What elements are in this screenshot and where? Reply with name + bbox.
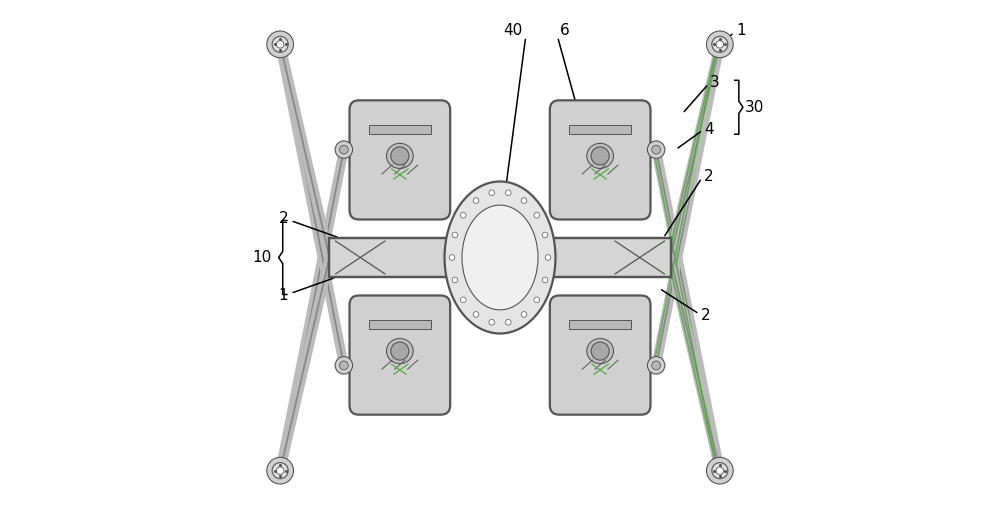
Circle shape [449,255,455,260]
Circle shape [339,145,348,154]
Ellipse shape [386,143,413,168]
Circle shape [391,147,409,165]
Circle shape [591,147,609,165]
Circle shape [542,277,548,283]
Circle shape [647,356,665,374]
Text: 6: 6 [560,23,569,38]
Circle shape [489,319,494,325]
Circle shape [716,467,724,474]
Circle shape [391,342,409,360]
Circle shape [521,198,527,203]
Ellipse shape [587,338,614,364]
Circle shape [452,277,458,283]
FancyBboxPatch shape [569,320,631,329]
Circle shape [712,37,728,53]
Text: 20: 20 [351,110,370,125]
Text: 2: 2 [279,211,288,226]
Text: 1: 1 [279,288,288,303]
Circle shape [652,361,661,370]
Circle shape [272,37,288,53]
FancyBboxPatch shape [569,125,631,134]
FancyBboxPatch shape [550,100,650,219]
Circle shape [716,41,724,48]
Text: 1: 1 [736,23,746,38]
Circle shape [276,41,284,48]
FancyBboxPatch shape [329,238,671,277]
Circle shape [460,297,466,303]
Circle shape [489,190,494,196]
Ellipse shape [587,143,614,168]
Circle shape [545,255,551,260]
Circle shape [335,141,353,159]
Circle shape [339,361,348,370]
Circle shape [712,462,728,478]
FancyBboxPatch shape [550,296,650,415]
Circle shape [506,319,511,325]
Circle shape [267,31,294,58]
FancyBboxPatch shape [350,296,450,415]
Circle shape [706,31,733,58]
Circle shape [534,212,540,218]
FancyBboxPatch shape [369,320,431,329]
Circle shape [460,212,466,218]
Circle shape [591,342,609,360]
Text: 40: 40 [503,23,523,38]
Circle shape [521,312,527,317]
FancyBboxPatch shape [350,100,450,219]
Text: 2: 2 [704,169,714,184]
Text: 2: 2 [701,307,711,322]
Circle shape [473,198,479,203]
Ellipse shape [462,205,538,310]
Circle shape [534,297,540,303]
Circle shape [542,232,548,238]
Ellipse shape [386,338,413,364]
Text: 4: 4 [704,122,714,136]
Circle shape [652,145,661,154]
Text: 3: 3 [710,75,720,90]
Text: 10: 10 [252,250,271,265]
Circle shape [272,462,288,478]
Circle shape [267,457,294,484]
Circle shape [452,232,458,238]
Circle shape [473,312,479,317]
Circle shape [335,356,353,374]
Circle shape [276,467,284,474]
Text: 30: 30 [745,100,764,115]
Circle shape [647,141,665,159]
Circle shape [706,457,733,484]
Ellipse shape [445,181,555,334]
FancyBboxPatch shape [369,125,431,134]
Circle shape [506,190,511,196]
